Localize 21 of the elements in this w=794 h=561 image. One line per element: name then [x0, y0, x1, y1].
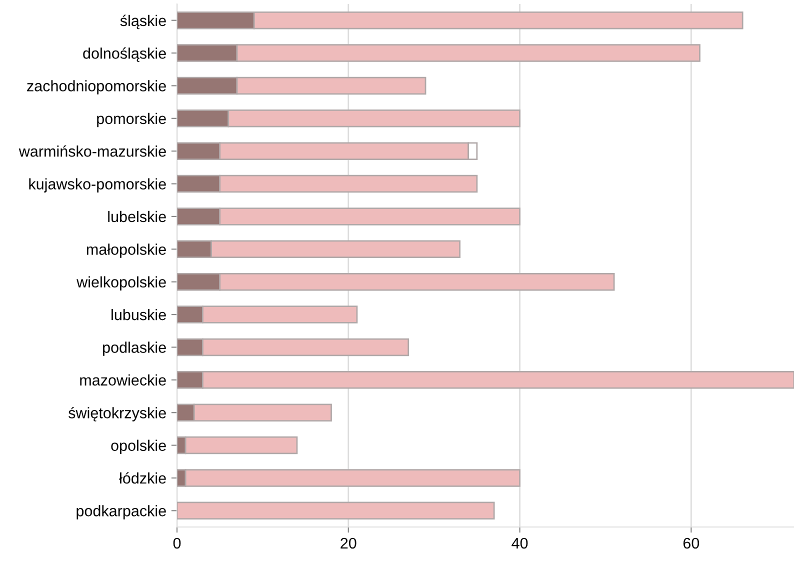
x-tick-label: 40 [512, 538, 528, 549]
y-tick-label: lubelskie [108, 210, 166, 222]
y-tick-label: warmińsko-mazurskie [18, 145, 166, 157]
y-tick-label: kujawsko-pomorskie [29, 178, 166, 192]
y-tick-label: świętokrzyskie [68, 406, 166, 422]
y-tick-label: opolskie [111, 440, 166, 454]
x-tick-label: 0 [173, 538, 181, 549]
y-tick-label: lubuskie [112, 308, 166, 320]
x-tick-label: 60 [683, 538, 700, 549]
y-tick-label: zachodniopomorskie [27, 80, 166, 94]
y-tick-label: podlaskie [103, 342, 166, 356]
y-tick-label: podkarpackie [76, 505, 166, 520]
y-tick-label: wielkopolskie [76, 276, 166, 291]
y-tick-label: mazowieckie [80, 374, 166, 386]
y-tick-label: dolnośląskie [83, 47, 166, 62]
y-tick-label: śląskie [120, 14, 166, 30]
y-tick-label: pomorskie [97, 112, 166, 128]
bar [177, 502, 495, 520]
y-tick-label: małopolskie [86, 244, 166, 258]
y-tick-label: łódzkie [119, 472, 166, 484]
x-tick-label: 20 [340, 538, 356, 549]
